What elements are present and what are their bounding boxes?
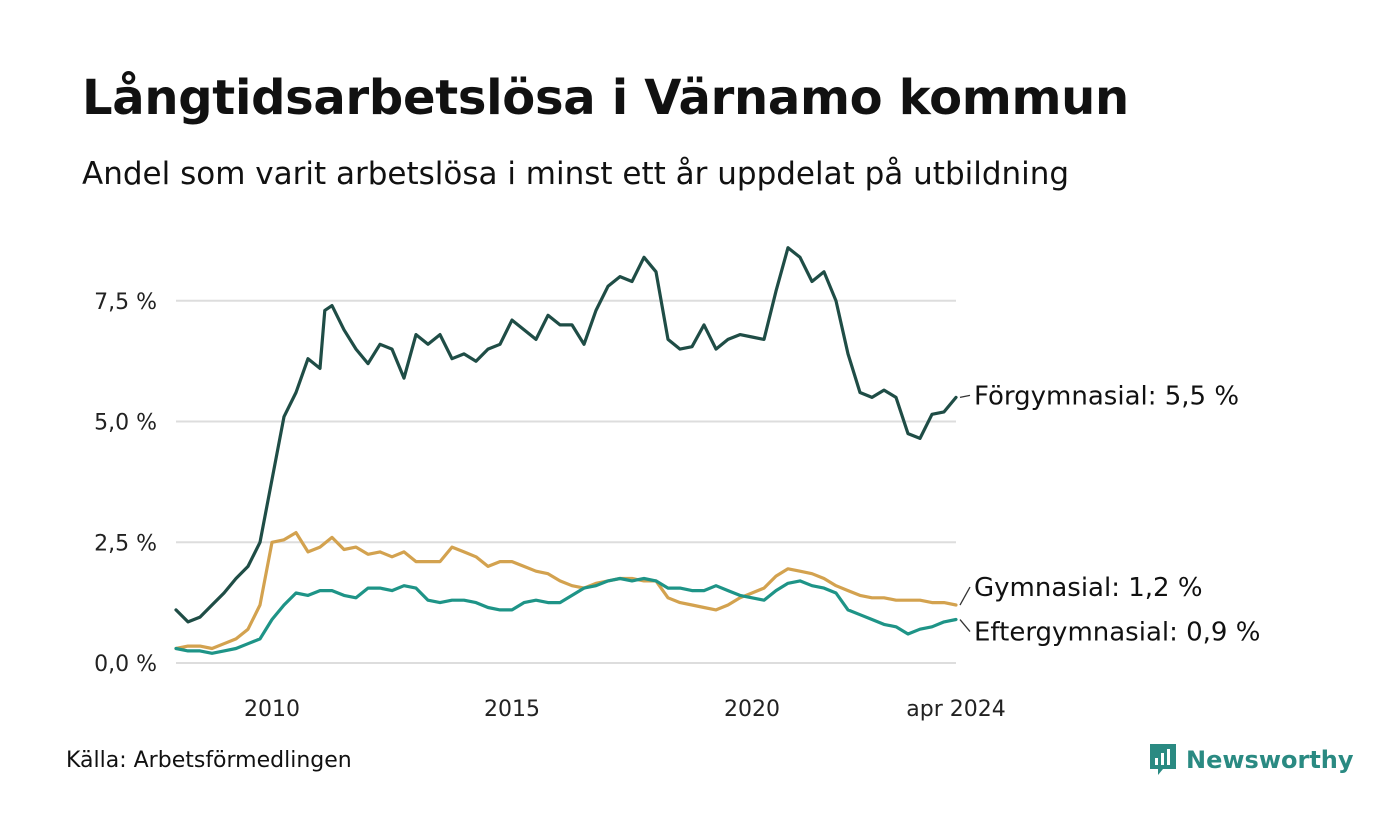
chart-title: Långtidsarbetslösa i Värnamo kommun <box>82 70 1129 126</box>
y-tick-label: 0,0 % <box>94 652 157 677</box>
series-end-label: Eftergymnasial: 0,9 % <box>974 618 1260 648</box>
brand-name: Newsworthy <box>1186 746 1354 774</box>
bar-chart-speech-bubble-icon <box>1150 744 1176 775</box>
label-leader-line <box>959 586 971 606</box>
source-note: Källa: Arbetsförmedlingen <box>66 748 352 773</box>
x-tick-label: 2020 <box>724 697 780 722</box>
x-tick-label: apr 2024 <box>906 697 1005 722</box>
y-tick-label: 7,5 % <box>94 290 157 315</box>
brand-logo: Newsworthy <box>1148 742 1354 778</box>
series-end-label: Gymnasial: 1,2 % <box>974 573 1203 603</box>
y-tick-label: 2,5 % <box>94 531 157 556</box>
series-line-forgymnasial <box>174 246 958 624</box>
label-leader-line <box>959 619 971 632</box>
chart-subtitle: Andel som varit arbetslösa i minst ett å… <box>82 156 1070 192</box>
label-leader-line <box>959 394 971 399</box>
series-line-gymnasial <box>174 531 958 651</box>
y-tick-label: 5,0 % <box>94 411 157 436</box>
x-tick-label: 2015 <box>484 697 540 722</box>
series-end-label: Förgymnasial: 5,5 % <box>974 381 1239 411</box>
x-tick-label: 2010 <box>244 697 300 722</box>
series-line-eftergymnasial <box>174 576 958 655</box>
